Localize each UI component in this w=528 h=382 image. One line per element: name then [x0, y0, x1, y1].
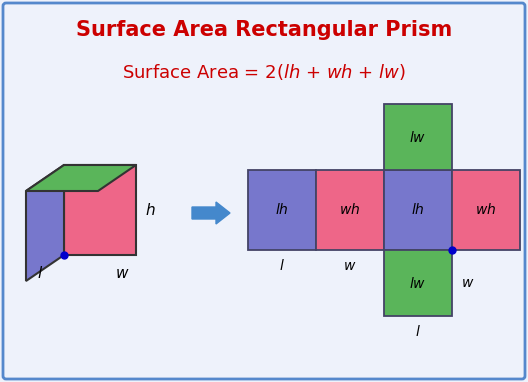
Polygon shape — [64, 165, 136, 255]
Text: $\mathit{wh}$: $\mathit{wh}$ — [340, 202, 361, 217]
Polygon shape — [26, 165, 64, 281]
Text: $\it{l}$: $\it{l}$ — [279, 259, 285, 274]
Text: $\mathit{lh}$: $\mathit{lh}$ — [411, 202, 425, 217]
Text: $\mathit{lh}$: $\mathit{lh}$ — [275, 202, 289, 217]
Text: $\it{h}$: $\it{h}$ — [145, 202, 155, 218]
Text: $\it{l}$: $\it{l}$ — [37, 265, 43, 281]
Bar — [316, 170, 384, 250]
Text: $\mathit{wh}$: $\mathit{wh}$ — [475, 202, 497, 217]
Bar — [384, 250, 452, 316]
Polygon shape — [26, 165, 136, 191]
Bar — [384, 170, 452, 250]
Text: $\it{w}$: $\it{w}$ — [115, 265, 129, 280]
Bar — [452, 170, 520, 250]
FancyArrow shape — [192, 202, 230, 224]
FancyBboxPatch shape — [3, 3, 525, 379]
Text: Surface Area = 2($\mathit{lh}$ + $\mathit{wh}$ + $\mathit{lw}$): Surface Area = 2($\mathit{lh}$ + $\mathi… — [122, 62, 406, 82]
Text: Surface Area Rectangular Prism: Surface Area Rectangular Prism — [76, 20, 452, 40]
Text: $\it{w}$: $\it{w}$ — [461, 276, 475, 290]
Text: $\mathit{lw}$: $\mathit{lw}$ — [409, 129, 427, 144]
Text: $\it{w}$: $\it{w}$ — [343, 259, 357, 273]
Text: $\it{l}$: $\it{l}$ — [415, 324, 421, 340]
Text: $\mathit{lw}$: $\mathit{lw}$ — [409, 275, 427, 290]
Bar — [384, 104, 452, 170]
Bar — [248, 170, 316, 250]
